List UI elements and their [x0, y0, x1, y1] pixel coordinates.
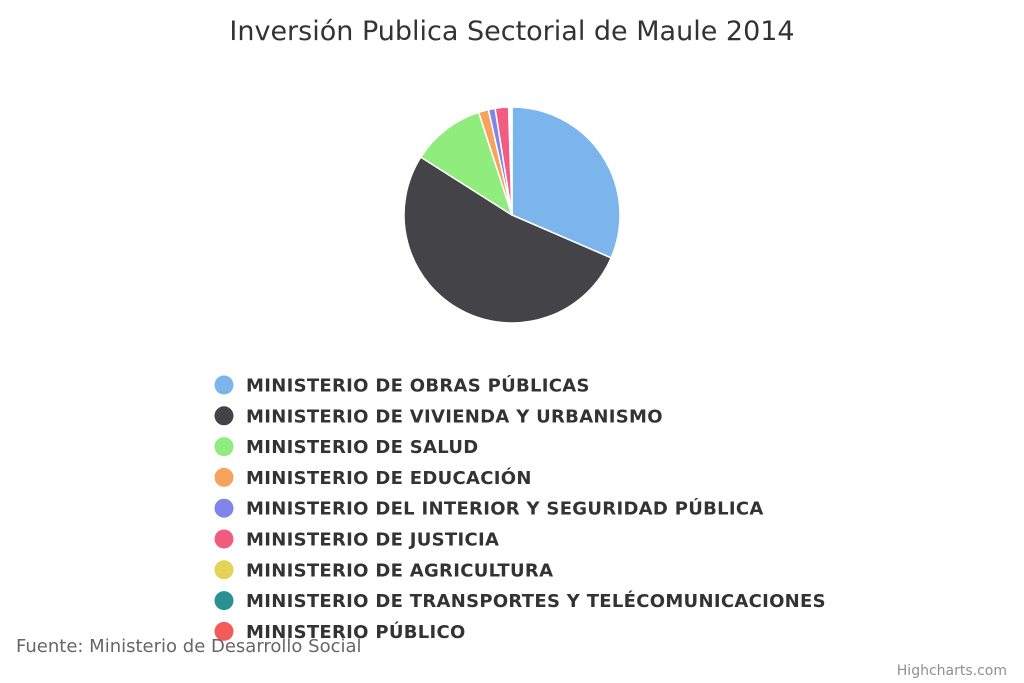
- legend-item-1[interactable]: MINISTERIO DE VIVIENDA Y URBANISMO: [214, 406, 663, 427]
- legend-item-8[interactable]: MINISTERIO PÚBLICO: [214, 621, 466, 643]
- pie-slice-0[interactable]: [511, 106, 621, 259]
- legend-marker: [214, 591, 234, 611]
- legend-marker: [214, 375, 234, 395]
- legend-marker: [214, 467, 234, 487]
- legend-item-3[interactable]: MINISTERIO DE EDUCACIÓN: [214, 467, 532, 489]
- legend-label: MINISTERIO DE VIVIENDA Y URBANISMO: [246, 406, 663, 427]
- legend-label: MINISTERIO DE JUSTICIA: [246, 530, 499, 551]
- legend-marker: [214, 437, 234, 457]
- legend-label: MINISTERIO DE EDUCACIÓN: [246, 467, 532, 489]
- legend: MINISTERIO DE OBRAS PÚBLICAS MINISTERIO D…: [214, 375, 826, 643]
- legend-item-0[interactable]: MINISTERIO DE OBRAS PÚBLICAS: [214, 375, 590, 397]
- legend-label: MINISTERIO DE AGRICULTURA: [246, 560, 553, 581]
- legend-item-5[interactable]: MINISTERIO DE JUSTICIA: [214, 529, 500, 551]
- legend-marker: [214, 529, 234, 549]
- legend-label: MINISTERIO DE TRANSPORTES Y TELÉCOMUNICA…: [246, 590, 826, 612]
- legend-label: MINISTERIO PÚBLICO: [246, 621, 466, 643]
- credits-link[interactable]: Highcharts.com: [897, 663, 1007, 679]
- pie-slice-1[interactable]: [403, 156, 612, 324]
- pie-slices: [403, 106, 621, 324]
- legend-marker: [214, 406, 234, 426]
- pie-slice-8[interactable]: [510, 106, 513, 216]
- legend-label: MINISTERIO DEL INTERIOR Y SEGURIDAD PÚBL…: [246, 498, 764, 520]
- legend-label: MINISTERIO DE SALUD: [246, 437, 479, 458]
- source-note: Fuente: Ministerio de Desarrollo Social: [16, 636, 362, 657]
- legend-item-2[interactable]: MINISTERIO DE SALUD: [214, 437, 479, 458]
- legend-marker: [214, 498, 234, 518]
- legend-item-7[interactable]: MINISTERIO DE TRANSPORTES Y TELÉCOMUNICA…: [214, 590, 826, 612]
- chart-title: Inversión Publica Sectorial de Maule 201…: [229, 16, 794, 47]
- legend-label: MINISTERIO DE OBRAS PÚBLICAS: [246, 375, 590, 397]
- legend-item-6[interactable]: MINISTERIO DE AGRICULTURA: [214, 560, 554, 581]
- legend-marker: [214, 560, 234, 580]
- pie-slice-2[interactable]: [420, 111, 513, 216]
- legend-item-4[interactable]: MINISTERIO DEL INTERIOR Y SEGURIDAD PÚBL…: [214, 498, 764, 520]
- legend-marker: [214, 621, 234, 641]
